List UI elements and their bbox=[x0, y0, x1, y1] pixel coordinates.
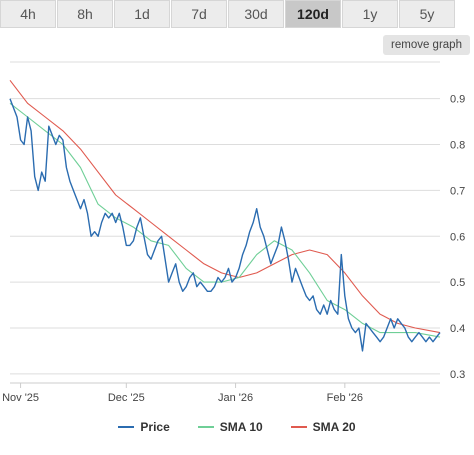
price-chart: 0.9 0.8 0.7 0.6 0.5 0.4 0.3 Nov '25 Dec '25 Jan … bbox=[2, 61, 465, 404]
series-lines bbox=[9, 79, 441, 352]
x-tick-label: Nov '25 bbox=[2, 392, 39, 404]
legend-swatch-price bbox=[118, 426, 135, 428]
y-tick-label: 0.4 bbox=[450, 323, 465, 335]
legend-label-price: Price bbox=[140, 420, 170, 434]
timeframe-tabs: 4h 8h 1d 7d 30d 120d 1y 5y bbox=[0, 0, 474, 30]
legend-label-sma20: SMA 20 bbox=[312, 420, 356, 434]
tab-5y[interactable]: 5y bbox=[399, 0, 455, 28]
series-line-sma20 bbox=[9, 79, 441, 334]
legend-item-sma10[interactable]: SMA 10 bbox=[197, 420, 263, 434]
tab-1y[interactable]: 1y bbox=[342, 0, 398, 28]
tab-8h[interactable]: 8h bbox=[57, 0, 113, 28]
legend-item-price[interactable]: Price bbox=[118, 420, 170, 434]
y-axis: 0.9 0.8 0.7 0.6 0.5 0.4 0.3 bbox=[450, 94, 465, 381]
remove-graph-button[interactable]: remove graph bbox=[383, 35, 470, 55]
series-line-sma10 bbox=[9, 102, 441, 338]
tab-120d[interactable]: 120d bbox=[285, 0, 341, 28]
legend-label-sma10: SMA 10 bbox=[219, 420, 263, 434]
y-tick-label: 0.6 bbox=[450, 231, 465, 243]
tab-1d[interactable]: 1d bbox=[114, 0, 170, 28]
y-tick-label: 0.8 bbox=[450, 140, 465, 152]
series-line-price bbox=[9, 98, 441, 352]
legend-swatch-sma20 bbox=[290, 426, 307, 428]
legend-item-sma20[interactable]: SMA 20 bbox=[290, 420, 356, 434]
x-tick-label: Feb '26 bbox=[327, 392, 363, 404]
x-tick-label: Dec '25 bbox=[108, 392, 145, 404]
tab-30d[interactable]: 30d bbox=[228, 0, 284, 28]
y-tick-label: 0.5 bbox=[450, 277, 465, 289]
x-tick-label: Jan '26 bbox=[218, 392, 253, 404]
y-tick-label: 0.9 bbox=[450, 94, 465, 106]
grid-lines bbox=[10, 61, 440, 375]
x-axis: Nov '25 Dec '25 Jan '26 Feb '26 bbox=[2, 382, 440, 404]
y-tick-label: 0.7 bbox=[450, 185, 465, 197]
y-tick-label: 0.3 bbox=[450, 369, 465, 381]
legend-swatch-sma10 bbox=[197, 426, 214, 428]
tab-4h[interactable]: 4h bbox=[0, 0, 56, 28]
chart-legend: Price SMA 10 SMA 20 bbox=[0, 420, 474, 434]
tab-7d[interactable]: 7d bbox=[171, 0, 227, 28]
